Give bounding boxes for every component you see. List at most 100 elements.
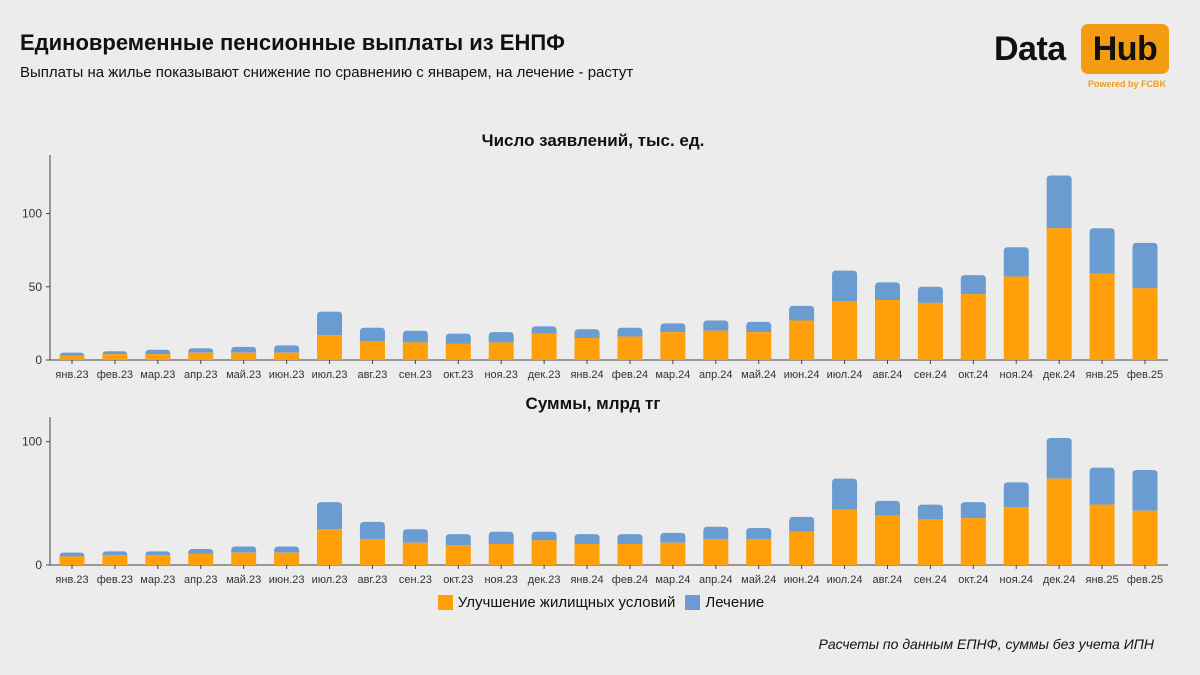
x-tick-label-sum: окт.23	[443, 574, 473, 586]
bar-housing-count	[574, 338, 600, 360]
x-tick-label-sum: ноя.24	[1000, 574, 1033, 586]
bar-treatment-count	[832, 270, 858, 302]
bar-housing-count	[59, 355, 85, 360]
bar-treatment-count	[574, 329, 600, 339]
x-tick-label-count: фев.23	[97, 369, 133, 381]
bar-treatment-count	[231, 346, 257, 353]
bar-treatment-count	[1046, 175, 1072, 229]
x-tick-label-sum: май.23	[226, 574, 261, 586]
y-tick-label-count: 100	[22, 207, 42, 221]
bar-treatment-count	[1089, 228, 1115, 274]
bar-housing-sum	[832, 509, 858, 565]
y-tick-label-count: 0	[35, 353, 42, 367]
bar-housing-count	[617, 336, 643, 360]
bar-housing-sum	[960, 518, 986, 565]
bar-housing-sum	[59, 556, 85, 565]
bar-housing-sum	[445, 545, 471, 565]
x-tick-label-sum: янв.25	[1085, 574, 1118, 586]
bar-housing-count	[789, 320, 815, 360]
bar-treatment-sum	[317, 502, 343, 530]
bar-treatment-sum	[917, 504, 943, 520]
bar-treatment-count	[488, 332, 514, 343]
bar-treatment-count	[1003, 247, 1029, 277]
bar-housing-count	[402, 342, 428, 360]
bar-treatment-count	[188, 348, 214, 353]
chart-legend: Улучшение жилищных условий Лечение	[0, 594, 1200, 611]
x-tick-label-sum: окт.24	[958, 574, 988, 586]
bar-treatment-sum	[488, 531, 514, 545]
bar-treatment-count	[317, 311, 343, 336]
bar-treatment-count	[359, 327, 385, 341]
bar-housing-sum	[145, 555, 171, 565]
bar-treatment-count	[59, 352, 85, 357]
x-tick-label-count: окт.23	[443, 369, 473, 381]
x-tick-label-count: июн.23	[269, 369, 305, 381]
bar-housing-count	[1132, 288, 1158, 360]
bar-housing-count	[746, 332, 772, 360]
x-tick-label-sum: июл.24	[827, 574, 863, 586]
x-tick-label-count: апр.23	[184, 369, 217, 381]
bar-treatment-sum	[789, 516, 815, 532]
bar-housing-sum	[1132, 510, 1158, 565]
bar-housing-count	[660, 332, 686, 360]
bar-treatment-sum	[617, 534, 643, 545]
x-tick-label-count: май.24	[741, 369, 776, 381]
x-tick-label-sum: янв.24	[570, 574, 603, 586]
x-tick-label-count: сен.23	[399, 369, 432, 381]
bar-treatment-sum	[1003, 482, 1029, 508]
bar-treatment-sum	[145, 551, 171, 556]
x-tick-label-sum: фев.25	[1127, 574, 1163, 586]
x-tick-label-sum: янв.23	[55, 574, 88, 586]
legend-swatch-treatment	[685, 595, 701, 610]
bar-housing-count	[1003, 276, 1029, 360]
bar-housing-count	[960, 294, 986, 360]
bar-treatment-count	[1132, 242, 1158, 289]
bar-treatment-sum	[445, 534, 471, 546]
bar-treatment-sum	[746, 528, 772, 540]
bar-treatment-sum	[660, 532, 686, 543]
x-tick-label-count: мар.24	[655, 369, 690, 381]
bar-treatment-sum	[102, 551, 128, 556]
x-tick-label-count: июн.24	[784, 369, 820, 381]
bar-treatment-count	[917, 286, 943, 303]
x-tick-label-sum: авг.24	[873, 574, 903, 586]
bar-treatment-sum	[274, 546, 300, 553]
bar-housing-count	[445, 343, 471, 360]
x-tick-label-count: янв.25	[1085, 369, 1118, 381]
bar-housing-sum	[660, 542, 686, 565]
bar-housing-sum	[317, 529, 343, 565]
bar-housing-count	[531, 333, 557, 360]
bar-housing-sum	[617, 544, 643, 565]
x-tick-label-count: апр.24	[699, 369, 732, 381]
bar-treatment-count	[660, 323, 686, 333]
x-tick-label-count: авг.23	[357, 369, 387, 381]
bar-treatment-count	[102, 351, 128, 356]
bar-housing-count	[317, 335, 343, 360]
legend-swatch-housing	[437, 595, 453, 610]
bar-housing-count	[188, 352, 214, 360]
x-tick-label-sum: сен.24	[914, 574, 947, 586]
bar-treatment-count	[703, 320, 729, 331]
y-tick-label-count: 50	[29, 280, 43, 294]
bar-housing-sum	[274, 552, 300, 565]
bar-treatment-sum	[960, 502, 986, 519]
bar-housing-sum	[1046, 478, 1072, 565]
x-tick-label-count: май.23	[226, 369, 261, 381]
chart-title-count: Число заявлений, тыс. ед.	[482, 131, 705, 150]
x-tick-label-count: окт.24	[958, 369, 988, 381]
x-tick-label-sum: мар.24	[655, 574, 690, 586]
legend-label-treatment: Лечение	[705, 594, 765, 611]
bar-housing-sum	[488, 544, 514, 565]
x-tick-label-count: ноя.23	[484, 369, 517, 381]
logo-powered-text: Powered by FCBK	[1088, 79, 1167, 89]
bar-housing-sum	[874, 515, 900, 565]
bar-housing-count	[359, 340, 385, 360]
x-tick-label-sum: мар.23	[140, 574, 175, 586]
bar-housing-sum	[917, 519, 943, 565]
bar-treatment-sum	[574, 534, 600, 545]
chart-title-sum: Суммы, млрд тг	[526, 394, 661, 413]
x-tick-label-sum: июл.23	[312, 574, 348, 586]
bar-housing-count	[102, 354, 128, 360]
bar-housing-count	[703, 330, 729, 360]
